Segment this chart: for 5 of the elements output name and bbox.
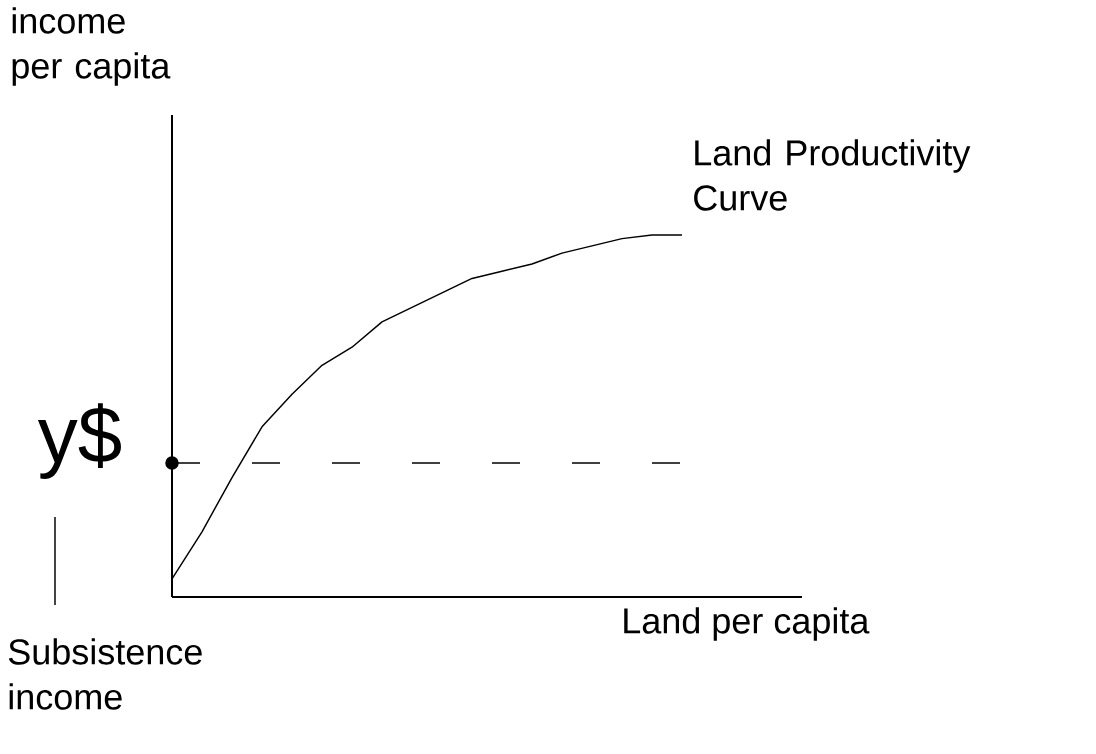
ref-line-label: y$ xyxy=(37,403,121,479)
series-label: Land Productivity Curve xyxy=(694,139,971,211)
text: Subsistence income xyxy=(8,638,202,710)
y-axis-title: income per capita xyxy=(12,7,171,86)
x-axis-title: Land per capita xyxy=(624,607,870,641)
